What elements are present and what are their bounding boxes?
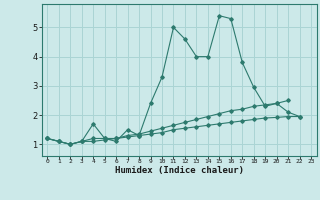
X-axis label: Humidex (Indice chaleur): Humidex (Indice chaleur): [115, 166, 244, 175]
